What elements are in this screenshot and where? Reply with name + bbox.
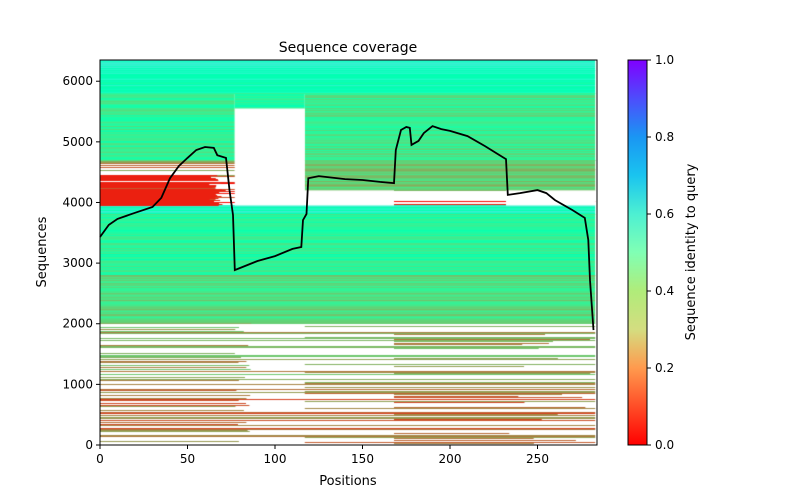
- plot-frame: [99, 59, 598, 446]
- colorbar-tick-label: 1.0: [655, 53, 674, 67]
- colorbar-tick-label: 0.2: [655, 361, 674, 375]
- y-axis-label: Sequences: [35, 216, 50, 287]
- x-tick-label: 200: [439, 452, 462, 466]
- colorbar-tick-label: 0.4: [655, 284, 674, 298]
- y-tick-label: 2000: [62, 317, 93, 331]
- x-axis-label: Positions: [319, 474, 377, 489]
- x-tick-label: 50: [180, 452, 195, 466]
- colorbar-tick-label: 0.8: [655, 130, 674, 144]
- colorbar-tick-label: 0.0: [655, 438, 674, 452]
- y-tick-label: 0: [85, 438, 93, 452]
- y-tick-label: 1000: [62, 377, 93, 391]
- coverage-line-layer: [99, 125, 595, 331]
- coverage-line: [99, 125, 595, 331]
- colorbar-tick-label: 0.6: [655, 207, 674, 221]
- x-axis-ticks: 0 50 100 150 200 250: [96, 445, 549, 466]
- coverage-heatmap: [100, 60, 597, 445]
- x-tick-label: 150: [351, 452, 374, 466]
- y-tick-label: 3000: [62, 256, 93, 270]
- x-tick-label: 100: [264, 452, 287, 466]
- colorbar: [627, 59, 648, 446]
- x-tick-label: 250: [526, 452, 549, 466]
- chart-title: Sequence coverage: [279, 40, 418, 56]
- colorbar-ticks: 0.0 0.2 0.4 0.6 0.8 1.0: [647, 53, 674, 452]
- y-axis-ticks: 0 1000 2000 3000 4000 5000 6000: [62, 74, 100, 452]
- y-tick-label: 6000: [62, 74, 93, 88]
- colorbar-label: Sequence identity to query: [684, 163, 699, 340]
- y-tick-label: 4000: [62, 195, 93, 209]
- y-tick-label: 5000: [62, 135, 93, 149]
- x-tick-label: 0: [96, 452, 104, 466]
